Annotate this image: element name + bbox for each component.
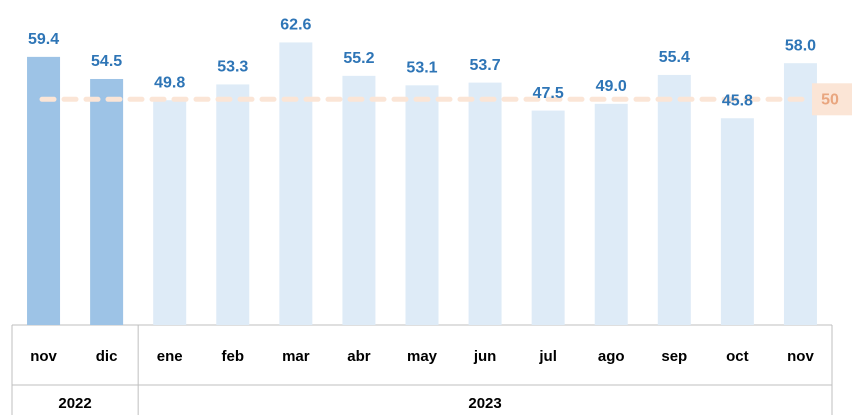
data-label: 55.2 (343, 50, 374, 67)
group-label: 2023 (468, 395, 501, 412)
data-label: 53.3 (217, 59, 248, 76)
x-tick-label: jul (538, 348, 557, 365)
x-tick-label: abr (347, 348, 371, 365)
reference-label: 50 (821, 92, 839, 109)
bar (153, 100, 187, 325)
data-label: 53.1 (406, 60, 437, 77)
data-label: 55.4 (659, 49, 690, 66)
x-tick-label: oct (726, 348, 749, 365)
x-tick-label: dic (96, 348, 118, 365)
x-tick-label: nov (30, 348, 57, 365)
data-label: 47.5 (533, 85, 564, 102)
x-tick-label: mar (282, 348, 310, 365)
bar (720, 118, 754, 325)
bar (216, 84, 250, 325)
data-label: 49.0 (596, 78, 627, 95)
x-tick-label: ene (157, 348, 183, 365)
bar (279, 42, 313, 326)
reference-label-box (812, 83, 852, 116)
x-tick-label: sep (661, 348, 687, 365)
bar (90, 78, 124, 325)
x-tick-label: feb (222, 348, 245, 365)
bar (783, 63, 817, 325)
data-label: 45.8 (722, 92, 753, 109)
data-label: 53.7 (470, 57, 501, 74)
x-tick-label: jun (473, 348, 497, 365)
data-label: 59.4 (28, 31, 59, 48)
data-label: 58.0 (785, 37, 816, 54)
data-label: 62.6 (280, 17, 311, 34)
bar (594, 103, 628, 325)
group-label: 2022 (58, 395, 91, 412)
bar (468, 82, 502, 326)
bar (531, 110, 565, 326)
x-tick-label: ago (598, 348, 625, 365)
bar (657, 74, 691, 325)
bar (405, 85, 439, 325)
data-label: 49.8 (154, 74, 185, 91)
bar (342, 75, 376, 325)
x-tick-label: may (407, 348, 438, 365)
x-tick-label: nov (787, 348, 814, 365)
data-label: 54.5 (91, 53, 122, 70)
